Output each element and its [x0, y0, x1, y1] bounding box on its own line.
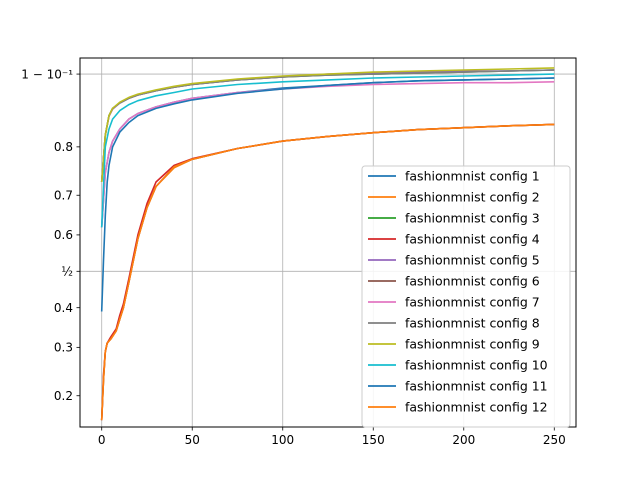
y-tick-label: 1 − 10⁻¹	[21, 67, 73, 81]
x-tick-label: 50	[185, 433, 200, 447]
series-line	[100, 73, 555, 228]
series-line	[100, 123, 555, 421]
legend-label: fashionmnist config 8	[405, 316, 540, 331]
plot-frame	[79, 57, 577, 428]
legend-label: fashionmnist config 12	[405, 400, 548, 415]
legend: fashionmnist config 1 fashionmnist config…	[361, 165, 571, 428]
legend-label: fashionmnist config 4	[405, 232, 540, 247]
y-tick-label: 0.7	[54, 189, 73, 203]
series-line	[100, 81, 555, 228]
legend-label: fashionmnist config 10	[405, 358, 548, 373]
legend-label: fashionmnist config 6	[405, 274, 540, 289]
x-tick-label: 150	[362, 433, 385, 447]
y-tick-label: 0.2	[54, 389, 73, 403]
x-tick-label: 100	[271, 433, 294, 447]
legend-label: fashionmnist config 2	[405, 190, 540, 205]
y-axis-ticks: 0.2 0.3 0.4 ½ 0.6 0.7 0.8 1 − 10⁻¹	[21, 67, 80, 403]
x-tick-label: 250	[543, 433, 566, 447]
x-tick-label: 0	[98, 433, 106, 447]
plot-series	[100, 67, 555, 421]
legend-label: fashionmnist config 11	[405, 379, 548, 394]
legend-box	[361, 165, 571, 428]
legend-label: fashionmnist config 9	[405, 337, 540, 352]
y-tick-label: ½	[61, 265, 73, 279]
x-axis-ticks: 0 50 100 150 200 250	[98, 427, 566, 447]
legend-label: fashionmnist config 3	[405, 211, 540, 226]
x-tick-label: 200	[452, 433, 475, 447]
legend-label: fashionmnist config 7	[405, 295, 540, 310]
y-tick-label: 0.4	[54, 301, 73, 315]
series-line	[100, 77, 555, 312]
y-tick-label: 0.6	[54, 228, 73, 242]
y-tick-label: 0.8	[54, 140, 73, 154]
y-tick-label: 0.3	[54, 341, 73, 355]
series-line	[100, 67, 555, 183]
legend-label: fashionmnist config 1	[405, 169, 540, 184]
legend-label: fashionmnist config 5	[405, 253, 540, 268]
